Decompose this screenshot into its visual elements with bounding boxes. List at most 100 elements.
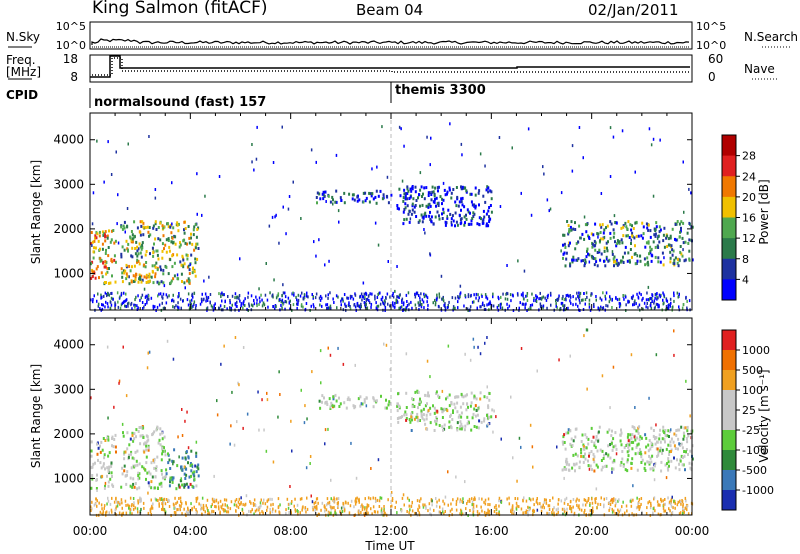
range-cell (328, 397, 331, 401)
ground-cell (326, 307, 328, 310)
range-cell (438, 217, 441, 221)
range-cell (148, 234, 150, 238)
range-cell (159, 427, 162, 431)
range-cell (488, 206, 491, 209)
range-cell (617, 262, 620, 266)
range-cell (412, 398, 415, 402)
ground-cell (383, 303, 386, 307)
ground-cell (375, 306, 378, 310)
speckle-cell (482, 221, 485, 225)
cpid-panel: normalsound (fast) 157 themis 3300 (89, 82, 486, 110)
ground-cell (242, 503, 244, 507)
range-cell (102, 464, 105, 468)
range-cell (572, 453, 575, 457)
ground-cell (368, 299, 370, 302)
velocity-colorbar-label: Velocity [m s⁻¹] (757, 369, 771, 462)
range-cell (408, 220, 411, 224)
ground-cell (374, 297, 376, 301)
range-cell (654, 234, 657, 238)
ground-cell (295, 295, 297, 299)
range-cell (160, 469, 163, 473)
range-cell (122, 431, 124, 435)
range-cell (158, 482, 161, 486)
speckle-cell (355, 476, 358, 480)
speckle-cell (682, 248, 684, 252)
range-cell (620, 238, 623, 242)
range-cell (191, 271, 194, 275)
range-cell (144, 265, 147, 269)
ground-cell (380, 509, 383, 513)
ground-cell (616, 298, 619, 302)
range-cell (446, 395, 449, 399)
range-cell (602, 231, 605, 235)
ground-cell (520, 507, 523, 511)
ground-cell (151, 504, 153, 508)
ground-cell (589, 509, 592, 513)
ground-cell (371, 292, 373, 296)
range-cell (667, 243, 670, 247)
range-cell (593, 460, 596, 464)
range-cell (170, 279, 173, 283)
range-cell (131, 246, 134, 250)
ground-cell (318, 296, 321, 300)
range-cell (141, 243, 144, 247)
range-cell (673, 262, 676, 266)
ground-cell (603, 497, 605, 501)
speckle-cell (315, 254, 317, 258)
range-cell (411, 405, 414, 409)
range-cell (574, 435, 577, 439)
range-cell (120, 252, 123, 256)
ground-cell (618, 301, 621, 305)
speckle-cell (586, 223, 588, 227)
x-tick-label: 04:00 (173, 524, 208, 538)
range-cell (669, 260, 672, 264)
freq-label: Freq. (6, 53, 36, 67)
ground-cell (665, 305, 668, 308)
ground-cell (457, 306, 459, 310)
range-cell (688, 257, 691, 261)
range-cell (157, 487, 159, 490)
ground-cell (594, 497, 596, 501)
range-cell (637, 442, 640, 446)
ground-cell (495, 507, 498, 511)
ground-cell (271, 497, 273, 501)
ground-cell (586, 295, 588, 299)
range-cell (134, 450, 137, 454)
range-cell (473, 203, 476, 207)
ground-cell (658, 305, 660, 309)
colorbar-tick-label: 28 (742, 150, 756, 163)
range-cell (659, 228, 662, 232)
ground-cell (617, 508, 619, 512)
range-cell (627, 454, 630, 458)
ground-cell (105, 510, 108, 514)
ground-cell (195, 499, 198, 503)
ground-cell (421, 298, 424, 302)
speckle-cell (108, 293, 110, 297)
ground-cell (612, 509, 615, 513)
speckle-cell (536, 369, 538, 373)
ground-cell (648, 298, 650, 302)
ground-cell (429, 512, 431, 516)
range-cell (148, 484, 151, 488)
speckle-cell (571, 144, 574, 148)
ground-cell (487, 302, 490, 306)
ground-cell (600, 496, 602, 500)
ground-cell (90, 509, 92, 512)
ground-cell (535, 300, 538, 303)
range-cell (582, 460, 585, 464)
range-cell (449, 415, 451, 418)
range-cell (420, 213, 423, 217)
speckle-cell (484, 164, 486, 168)
range-cell (145, 441, 148, 445)
range-cell (460, 208, 462, 212)
range-cell (463, 205, 466, 209)
range-cell (627, 445, 630, 449)
ground-cell (526, 299, 529, 302)
ground-cell (381, 511, 384, 514)
station-title: King Salmon (fitACF) (92, 0, 268, 18)
ground-cell (96, 499, 98, 503)
range-cell (181, 483, 184, 487)
speckle-cell (171, 181, 173, 185)
range-cell (644, 469, 647, 472)
range-cell (603, 249, 606, 253)
